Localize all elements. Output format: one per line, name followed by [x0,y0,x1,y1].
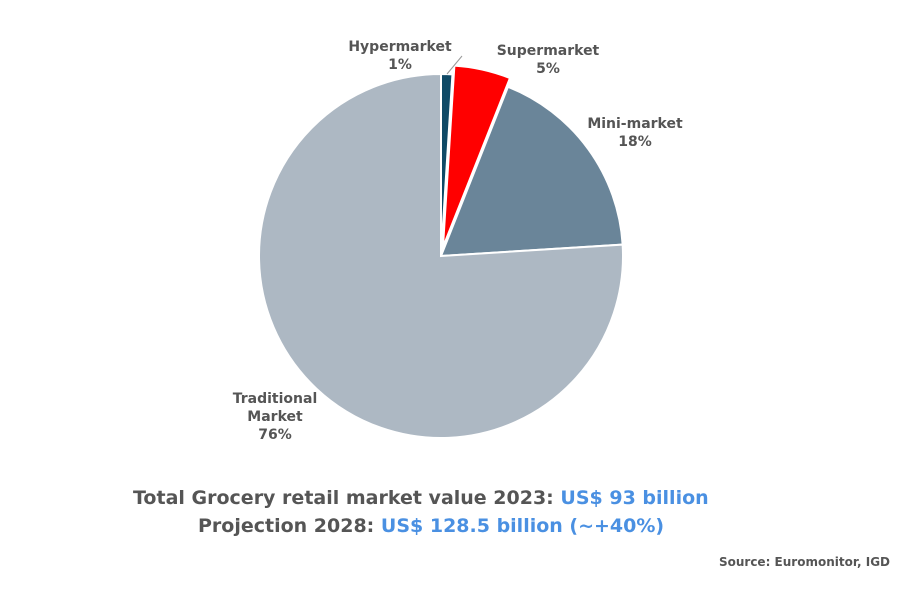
slice-value: 76% [258,427,292,443]
label-traditional-market: Traditional Market 76% [215,390,335,444]
projection-value: US$ 128.5 billion (~+40%) [380,515,665,537]
market-value: US$ 93 billion [560,487,709,509]
label-hypermarket: Hypermarket 1% [345,38,455,74]
source-note: Source: Euromonitor, IGD [718,555,890,569]
market-value-line: Total Grocery retail market value 2023: … [133,487,709,509]
slice-label: Supermarket [496,43,600,59]
leader-line-hypermarket [446,55,463,75]
market-value-label: Total Grocery retail market value 2023: [133,487,554,509]
slice-label: Hypermarket [348,39,452,55]
label-mini-market: Mini-market 18% [575,115,695,151]
projection-line: Projection 2028: US$ 128.5 billion (~+40… [198,515,664,537]
pie-slice-traditional-market [258,72,624,439]
slice-value: 5% [536,61,560,77]
slice-label: Mini-market [587,116,683,132]
slice-value: 1% [388,57,412,73]
slice-label: Traditional Market [232,391,318,425]
projection-label: Projection 2028: [198,515,375,537]
label-supermarket: Supermarket 5% [488,42,608,78]
pie-slice-mini-market [439,85,624,258]
slice-value: 18% [618,134,652,150]
